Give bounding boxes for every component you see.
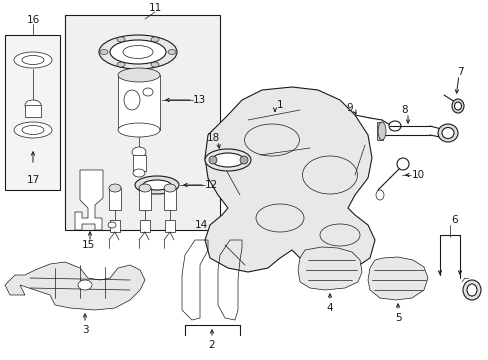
Ellipse shape — [375, 190, 383, 200]
Ellipse shape — [133, 169, 145, 177]
Text: 10: 10 — [411, 170, 424, 180]
Bar — [376, 122, 382, 140]
Ellipse shape — [14, 122, 52, 138]
Ellipse shape — [462, 280, 480, 300]
Ellipse shape — [437, 124, 457, 142]
Polygon shape — [5, 262, 145, 310]
Text: 4: 4 — [326, 303, 333, 313]
Ellipse shape — [142, 180, 171, 190]
Polygon shape — [297, 247, 361, 290]
Ellipse shape — [451, 99, 463, 113]
Ellipse shape — [208, 156, 217, 164]
Ellipse shape — [142, 88, 153, 96]
Ellipse shape — [132, 147, 146, 157]
Ellipse shape — [109, 184, 121, 192]
Ellipse shape — [117, 37, 125, 42]
Ellipse shape — [466, 284, 476, 296]
Ellipse shape — [123, 45, 153, 59]
Polygon shape — [204, 87, 374, 272]
Ellipse shape — [25, 100, 41, 110]
Text: 12: 12 — [204, 180, 218, 190]
Text: 13: 13 — [193, 95, 206, 105]
Bar — [110, 220, 120, 232]
Bar — [163, 188, 176, 210]
Ellipse shape — [78, 280, 92, 290]
Ellipse shape — [163, 184, 176, 192]
Ellipse shape — [151, 37, 159, 42]
Text: 2: 2 — [208, 340, 215, 350]
Ellipse shape — [151, 62, 159, 67]
Ellipse shape — [453, 102, 461, 110]
Text: 8: 8 — [401, 105, 407, 115]
Text: 9: 9 — [346, 103, 353, 113]
Text: 15: 15 — [82, 240, 95, 250]
Text: 11: 11 — [148, 3, 162, 13]
Ellipse shape — [100, 50, 108, 54]
Text: 16: 16 — [26, 15, 40, 25]
Bar — [65, 15, 220, 230]
Ellipse shape — [110, 40, 165, 64]
Bar — [25, 105, 41, 117]
Ellipse shape — [108, 222, 116, 228]
Bar — [140, 220, 150, 232]
Bar — [133, 155, 146, 171]
Text: 17: 17 — [26, 175, 40, 185]
Ellipse shape — [22, 126, 44, 135]
Ellipse shape — [22, 55, 44, 64]
Bar — [139, 188, 151, 210]
Text: 14: 14 — [195, 220, 208, 230]
Ellipse shape — [117, 62, 125, 67]
Bar — [164, 220, 175, 232]
Text: 6: 6 — [451, 215, 457, 225]
Ellipse shape — [204, 149, 250, 171]
Ellipse shape — [168, 50, 176, 54]
Ellipse shape — [396, 158, 408, 170]
Text: 5: 5 — [394, 313, 401, 323]
Ellipse shape — [14, 52, 52, 68]
Text: 1: 1 — [276, 100, 283, 110]
Polygon shape — [75, 170, 103, 230]
Bar — [5, 35, 60, 190]
Ellipse shape — [240, 156, 247, 164]
Ellipse shape — [135, 176, 179, 194]
Ellipse shape — [99, 35, 177, 69]
Text: 18: 18 — [206, 133, 219, 143]
Text: 7: 7 — [456, 67, 462, 77]
Bar — [118, 75, 160, 130]
Ellipse shape — [388, 121, 400, 131]
Ellipse shape — [377, 122, 385, 140]
Ellipse shape — [118, 68, 160, 82]
Ellipse shape — [139, 184, 151, 192]
Polygon shape — [367, 257, 427, 300]
Ellipse shape — [212, 153, 244, 167]
Bar — [109, 188, 121, 210]
Ellipse shape — [124, 90, 140, 110]
Ellipse shape — [118, 123, 160, 137]
Text: 3: 3 — [81, 325, 88, 335]
Ellipse shape — [441, 127, 453, 139]
